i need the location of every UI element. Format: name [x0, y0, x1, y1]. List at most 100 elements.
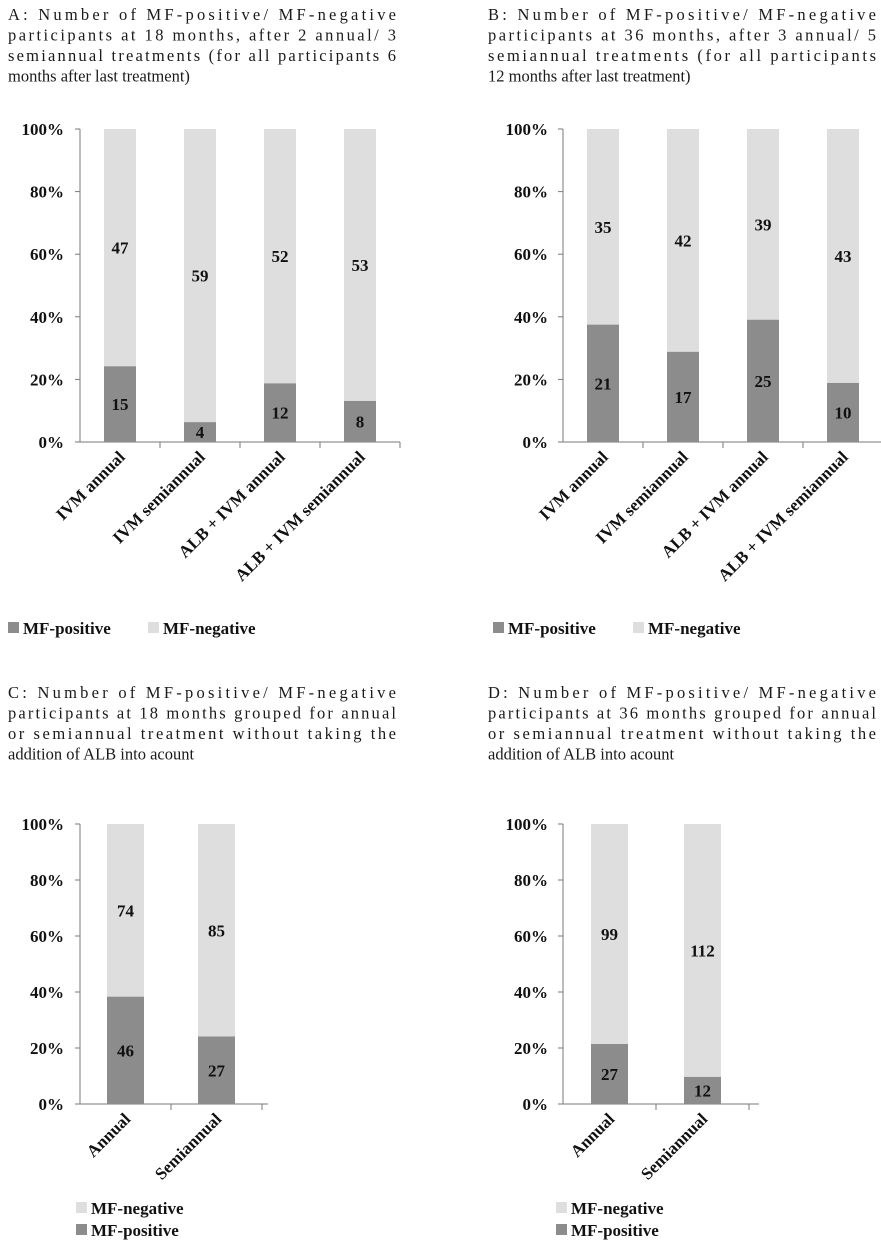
chart-d-x-tick-label: Annual: [567, 1109, 619, 1161]
chart-b-legend-label: MF-negative: [648, 619, 741, 638]
chart-a-label-mf-positive: 4: [196, 423, 205, 442]
chart-d-caption: D: Number of MF-positive/ MF-negative par…: [488, 683, 876, 764]
chart-b-y-tick-label: 60%: [514, 245, 548, 264]
chart-c-caption-line: C: Number of MF-positive/ MF-negative: [8, 683, 396, 702]
chart-b-label-mf-positive: 10: [835, 403, 852, 422]
chart-b-x-tick-label: ALB + IVM semiannual: [714, 447, 852, 585]
chart-d-caption-line: D: Number of MF-positive/ MF-negative: [488, 683, 876, 702]
chart-a-y-tick-label: 20%: [30, 370, 64, 389]
chart-b-label-mf-positive: 17: [675, 388, 693, 407]
chart-c-y-tick-label: 60%: [30, 927, 64, 946]
chart-b-caption-line: 12 months after last treatment): [488, 67, 691, 86]
chart-a-bar-mf-negative: [264, 129, 296, 384]
chart-c-legend-label: MF-positive: [91, 1221, 179, 1240]
chart-a-label-mf-positive: 8: [356, 412, 365, 431]
chart-b-caption-line: participants at 36 months, after 3 annua…: [488, 26, 876, 45]
chart-d-bar-mf-positive: [684, 1076, 721, 1104]
chart-b-legend: MF-positive MF-negative: [493, 619, 741, 638]
chart-b-caption: B: Number of MF-positive/ MF-negative par…: [488, 5, 876, 86]
chart-a-y-tick-label: 60%: [30, 245, 64, 264]
chart-b-bar-mf-negative: [667, 129, 699, 352]
chart-a-legend-swatch: [8, 622, 19, 633]
chart-c-label-mf-positive: 27: [208, 1061, 226, 1080]
chart-b-legend-swatch: [493, 622, 504, 633]
chart-c-label-mf-negative: 85: [208, 921, 225, 940]
chart-a-y-tick-label: 40%: [30, 308, 64, 327]
chart-a-caption-line: semiannual treatments (for all participa…: [8, 46, 396, 65]
chart-c-bar-mf-positive: [198, 1036, 235, 1104]
chart-c-label-mf-positive: 46: [117, 1041, 134, 1060]
chart-b-y-tick-label: 100%: [506, 120, 549, 139]
chart-b-bar-mf-positive: [747, 319, 779, 442]
chart-c-bar-mf-negative: [107, 824, 144, 997]
chart-b-y-tick-label: 0%: [523, 433, 549, 452]
chart-b: B: Number of MF-positive/ MF-negative par…: [488, 5, 881, 638]
chart-a-legend-label: MF-negative: [163, 619, 256, 638]
chart-d-y-tick-label: 80%: [514, 871, 548, 890]
chart-c-caption: C: Number of MF-positive/ MF-negative par…: [8, 683, 396, 764]
chart-c-caption-line: participants at 18 months grouped for an…: [8, 704, 396, 723]
chart-a-label-mf-negative: 53: [352, 256, 369, 275]
chart-c-label-mf-negative: 74: [117, 901, 135, 920]
chart-b-bar-mf-negative: [587, 129, 619, 325]
chart-a-label-mf-negative: 52: [272, 247, 289, 266]
chart-b-label-mf-negative: 43: [835, 247, 852, 266]
chart-d-label-mf-positive: 12: [694, 1081, 711, 1100]
chart-a-caption-line: participants at 18 months, after 2 annua…: [8, 26, 396, 45]
chart-d-bar-mf-negative: [684, 824, 721, 1077]
chart-a-bar-mf-negative: [104, 129, 136, 367]
chart-d-y-tick-label: 60%: [514, 927, 548, 946]
chart-a-bar-mf-positive: [184, 422, 216, 442]
chart-a-legend: MF-positive MF-negative: [8, 619, 256, 638]
chart-a-bar-mf-positive: [264, 383, 296, 442]
chart-c-y-tick-label: 0%: [39, 1095, 65, 1114]
chart-b-label-mf-negative: 42: [675, 231, 692, 250]
chart-c-bar-mf-positive: [107, 996, 144, 1104]
chart-c: C: Number of MF-positive/ MF-negative par…: [8, 683, 396, 1240]
chart-d-label-mf-positive: 27: [601, 1065, 619, 1084]
chart-a-caption: A: Number of MF-positive/ MF-negative par…: [8, 5, 396, 86]
chart-b-label-mf-negative: 35: [595, 218, 612, 237]
chart-d-y-tick-label: 40%: [514, 983, 548, 1002]
chart-a-label-mf-negative: 47: [112, 239, 130, 258]
chart-c-legend: MF-negative MF-positive: [76, 1199, 184, 1240]
chart-b-bar-mf-positive: [667, 351, 699, 442]
chart-d-label-mf-negative: 112: [690, 941, 715, 960]
chart-a: A: Number of MF-positive/ MF-negative par…: [8, 5, 401, 638]
chart-d-legend-label: MF-negative: [571, 1199, 664, 1218]
chart-d-bar-mf-positive: [591, 1044, 628, 1104]
chart-d: D: Number of MF-positive/ MF-negative par…: [488, 683, 876, 1240]
chart-a-legend-swatch: [148, 622, 159, 633]
chart-b-label-mf-positive: 25: [755, 372, 772, 391]
chart-a-bar-mf-positive: [344, 400, 376, 442]
chart-b-caption-line: semiannual treatments (for all participa…: [488, 46, 876, 65]
chart-a-caption-line: months after last treatment): [8, 67, 190, 86]
chart-d-y-tick-label: 20%: [514, 1039, 548, 1058]
chart-b-label-mf-negative: 39: [755, 215, 772, 234]
chart-c-y-tick-label: 100%: [22, 815, 65, 834]
chart-a-label-mf-positive: 15: [112, 395, 129, 414]
chart-b-x-tick-label: IVM annual: [535, 447, 612, 524]
chart-a-y-tick-label: 80%: [30, 183, 64, 202]
chart-b-bar-mf-positive: [827, 382, 859, 442]
chart-b-legend-swatch: [633, 622, 644, 633]
chart-d-legend: MF-negative MF-positive: [556, 1199, 664, 1240]
chart-c-y-tick-label: 80%: [30, 871, 64, 890]
chart-b-y-tick-label: 80%: [514, 183, 548, 202]
chart-a-y-tick-label: 100%: [22, 120, 65, 139]
chart-c-x-tick-label: Semiannual: [151, 1109, 225, 1183]
chart-c-legend-label: MF-negative: [91, 1199, 184, 1218]
chart-a-bar-mf-positive: [104, 366, 136, 442]
chart-a-label-mf-negative: 59: [192, 267, 209, 286]
chart-b-label-mf-positive: 21: [595, 374, 612, 393]
chart-a-x-tick-label: ALB + IVM semiannual: [231, 447, 369, 585]
chart-d-x-tick-label: Semiannual: [637, 1109, 711, 1183]
chart-a-y-tick-label: 0%: [39, 433, 65, 452]
chart-a-x-tick-label: IVM annual: [52, 447, 129, 524]
chart-d-caption-line: participants at 36 months grouped for an…: [488, 704, 876, 723]
chart-d-bar-mf-negative: [591, 824, 628, 1044]
chart-a-legend-label: MF-positive: [23, 619, 111, 638]
chart-b-caption-line: B: Number of MF-positive/ MF-negative: [488, 5, 876, 24]
chart-c-y-tick-label: 40%: [30, 983, 64, 1002]
